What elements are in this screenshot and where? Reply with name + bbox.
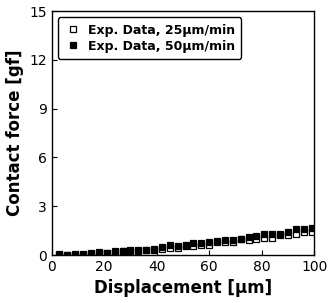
- Exp. Data, 50μm/min: [239, 237, 243, 241]
- Exp. Data, 25μm/min: [176, 246, 180, 250]
- Exp. Data, 50μm/min: [121, 250, 125, 253]
- Exp. Data, 25μm/min: [231, 240, 235, 243]
- Exp. Data, 25μm/min: [207, 243, 211, 247]
- Exp. Data, 50μm/min: [207, 240, 211, 244]
- Exp. Data, 25μm/min: [262, 236, 266, 240]
- Exp. Data, 50μm/min: [129, 248, 133, 252]
- Exp. Data, 25μm/min: [223, 240, 227, 244]
- Exp. Data, 25μm/min: [286, 233, 290, 237]
- Y-axis label: Contact force [gf]: Contact force [gf]: [6, 50, 24, 216]
- Exp. Data, 25μm/min: [113, 251, 117, 255]
- Exp. Data, 25μm/min: [97, 251, 101, 255]
- Exp. Data, 50μm/min: [223, 238, 227, 242]
- Exp. Data, 25μm/min: [105, 251, 109, 255]
- Exp. Data, 25μm/min: [278, 233, 282, 237]
- Exp. Data, 50μm/min: [176, 244, 180, 248]
- Exp. Data, 25μm/min: [81, 252, 85, 256]
- Exp. Data, 25μm/min: [215, 240, 219, 244]
- Exp. Data, 25μm/min: [152, 247, 156, 251]
- Exp. Data, 50μm/min: [65, 253, 69, 257]
- Exp. Data, 50μm/min: [199, 241, 203, 245]
- Exp. Data, 25μm/min: [160, 247, 164, 251]
- Exp. Data, 25μm/min: [121, 249, 125, 253]
- Exp. Data, 25μm/min: [89, 252, 93, 256]
- Exp. Data, 50μm/min: [81, 253, 85, 257]
- Exp. Data, 25μm/min: [191, 244, 195, 247]
- Exp. Data, 50μm/min: [89, 251, 93, 254]
- Exp. Data, 25μm/min: [58, 252, 62, 256]
- Line: Exp. Data, 50μm/min: Exp. Data, 50μm/min: [56, 225, 315, 258]
- Exp. Data, 25μm/min: [294, 232, 298, 236]
- Exp. Data, 25μm/min: [239, 237, 243, 241]
- X-axis label: Displacement [μm]: Displacement [μm]: [94, 279, 272, 298]
- Exp. Data, 50μm/min: [144, 248, 148, 252]
- Exp. Data, 50μm/min: [254, 234, 258, 238]
- Exp. Data, 50μm/min: [278, 232, 282, 236]
- Exp. Data, 25μm/min: [183, 244, 187, 248]
- Exp. Data, 50μm/min: [183, 244, 187, 247]
- Exp. Data, 50μm/min: [215, 239, 219, 243]
- Exp. Data, 25μm/min: [129, 249, 133, 253]
- Exp. Data, 50μm/min: [58, 253, 62, 256]
- Exp. Data, 50μm/min: [73, 253, 77, 257]
- Exp. Data, 25μm/min: [73, 253, 77, 256]
- Legend: Exp. Data, 25μm/min, Exp. Data, 50μm/min: Exp. Data, 25μm/min, Exp. Data, 50μm/min: [58, 17, 241, 59]
- Exp. Data, 25μm/min: [270, 236, 274, 240]
- Exp. Data, 50μm/min: [247, 235, 251, 239]
- Exp. Data, 50μm/min: [294, 227, 298, 231]
- Exp. Data, 50μm/min: [105, 251, 109, 255]
- Exp. Data, 50μm/min: [168, 244, 172, 247]
- Exp. Data, 25μm/min: [247, 238, 251, 241]
- Exp. Data, 50μm/min: [302, 228, 306, 231]
- Exp. Data, 50μm/min: [97, 250, 101, 254]
- Exp. Data, 50μm/min: [191, 241, 195, 245]
- Exp. Data, 50μm/min: [286, 230, 290, 233]
- Exp. Data, 50μm/min: [270, 232, 274, 236]
- Exp. Data, 25μm/min: [302, 230, 306, 234]
- Exp. Data, 50μm/min: [113, 249, 117, 253]
- Exp. Data, 25μm/min: [65, 253, 69, 257]
- Exp. Data, 25μm/min: [144, 248, 148, 252]
- Exp. Data, 25μm/min: [310, 231, 314, 234]
- Exp. Data, 25μm/min: [254, 238, 258, 241]
- Exp. Data, 50μm/min: [310, 227, 314, 230]
- Exp. Data, 50μm/min: [231, 238, 235, 241]
- Exp. Data, 50μm/min: [152, 248, 156, 251]
- Exp. Data, 50μm/min: [136, 248, 140, 252]
- Line: Exp. Data, 25μm/min: Exp. Data, 25μm/min: [56, 228, 315, 258]
- Exp. Data, 50μm/min: [160, 245, 164, 249]
- Exp. Data, 25μm/min: [199, 243, 203, 246]
- Exp. Data, 25μm/min: [168, 246, 172, 250]
- Exp. Data, 50μm/min: [262, 232, 266, 236]
- Exp. Data, 25μm/min: [136, 249, 140, 253]
